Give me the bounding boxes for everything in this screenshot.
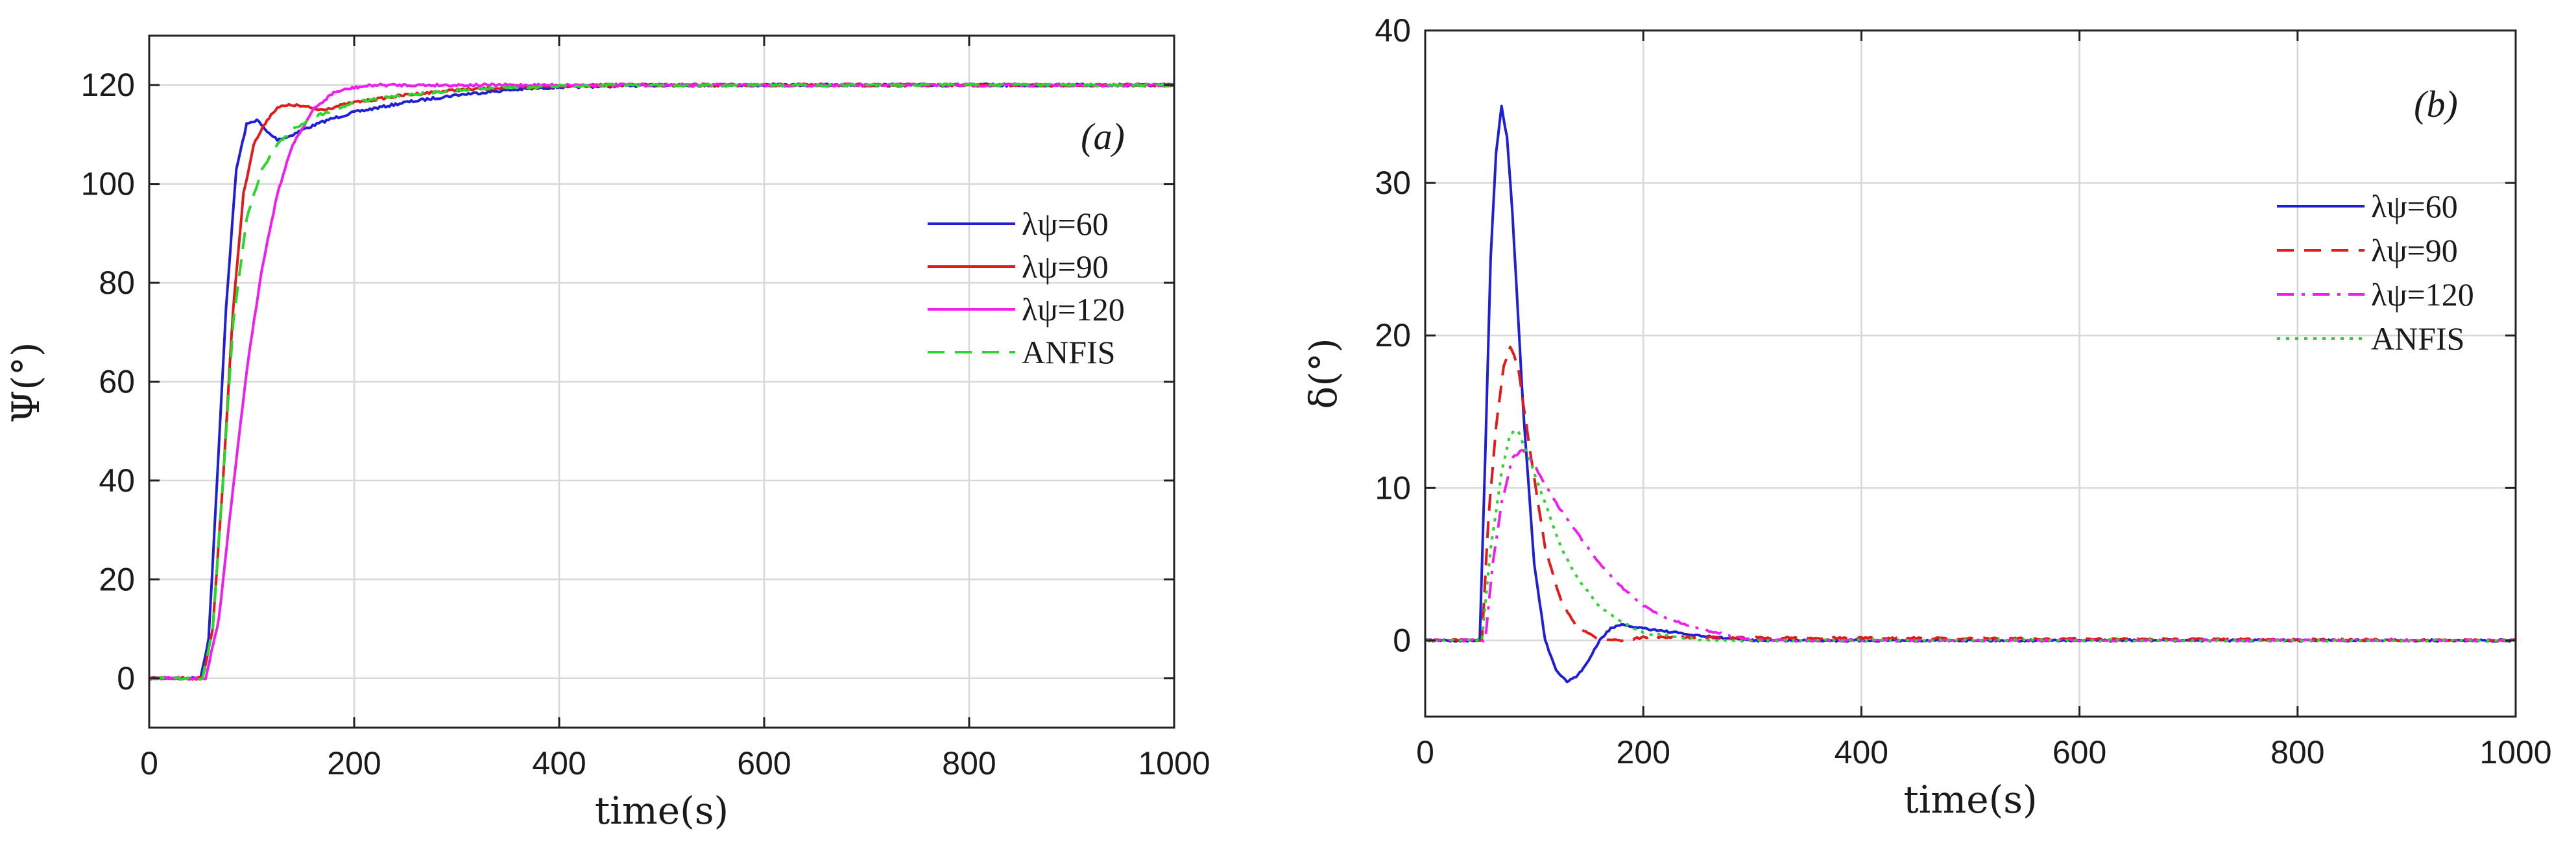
chart-b-series-line-4	[1425, 429, 2516, 643]
chart-b-series-line-2	[1425, 346, 2516, 643]
chart-a-x-tick-label: 400	[532, 745, 586, 781]
chart-a-y-tick-label: 60	[99, 364, 135, 400]
chart-b-panel-tag: (b)	[2414, 83, 2458, 125]
chart-b-x-tick-label: 600	[2052, 734, 2106, 770]
chart-b-y-tick-label: 20	[1375, 317, 1411, 353]
chart-b-x-tick-label: 1000	[2479, 734, 2551, 770]
chart-a-y-tick-label: 20	[99, 561, 135, 597]
chart-a-y-tick-label: 100	[81, 166, 135, 202]
chart-b-y-axis-title: δ(°)	[1301, 338, 1345, 409]
chart-a-x-tick-label: 1000	[1138, 745, 1210, 781]
chart-a-legend-label-1: λψ=60	[1022, 206, 1109, 242]
chart-panel-b: 0 200 400 600 800 1000 0 10 20 30 40 time(s) δ(°) (b)…	[1301, 12, 2552, 822]
chart-a-series-line-4	[149, 82, 1174, 681]
chart-a-x-tick-label: 200	[327, 745, 381, 781]
chart-b-y-tick-label: 0	[1393, 622, 1411, 658]
chart-b-x-axis-title: time(s)	[1903, 778, 2037, 822]
chart-a-y-axis-title: Ψ(°)	[4, 342, 48, 423]
chart-b-legend-label-2: λψ=90	[2371, 232, 2458, 268]
chart-a-y-tick-label: 120	[81, 67, 135, 103]
chart-a-x-axis-title: time(s)	[595, 789, 728, 833]
chart-a-legend-label-2: λψ=90	[1022, 248, 1109, 285]
chart-b-frame	[1424, 29, 2517, 718]
chart-b-x-tick-label: 800	[2270, 734, 2324, 770]
chart-a-x-tick-label: 600	[737, 745, 791, 781]
chart-b-y-tick-label: 40	[1375, 12, 1411, 49]
chart-b-legend-label-1: λψ=60	[2371, 188, 2458, 224]
chart-a-legend-label-4: ANFIS	[1022, 334, 1115, 370]
chart-b-x-tick-label: 200	[1616, 734, 1670, 770]
chart-a-x-tick-label: 0	[140, 745, 158, 781]
chart-panel-a: 0 200 400 600 800 1000 0 20 40 60 80 100 120 time(s) Ψ…	[4, 34, 1210, 833]
chart-a-panel-tag: (a)	[1081, 115, 1125, 158]
chart-a-y-tick-label: 80	[99, 265, 135, 301]
chart-b-x-tick-label: 0	[1416, 734, 1434, 770]
chart-a-x-tick-label: 800	[942, 745, 996, 781]
chart-b-legend-label-3: λψ=120	[2371, 276, 2474, 313]
chart-b-plot-area	[1425, 30, 2516, 717]
chart-b-legend-label-4: ANFIS	[2371, 320, 2464, 357]
chart-a-y-tick-label: 40	[99, 462, 135, 499]
chart-b-y-tick-label: 10	[1375, 470, 1411, 506]
chart-a-y-tick-label: 0	[117, 660, 135, 697]
chart-b-y-tick-label: 30	[1375, 165, 1411, 201]
chart-a-legend-label-3: λψ=120	[1022, 291, 1125, 328]
chart-b-x-tick-label: 400	[1835, 734, 1888, 770]
